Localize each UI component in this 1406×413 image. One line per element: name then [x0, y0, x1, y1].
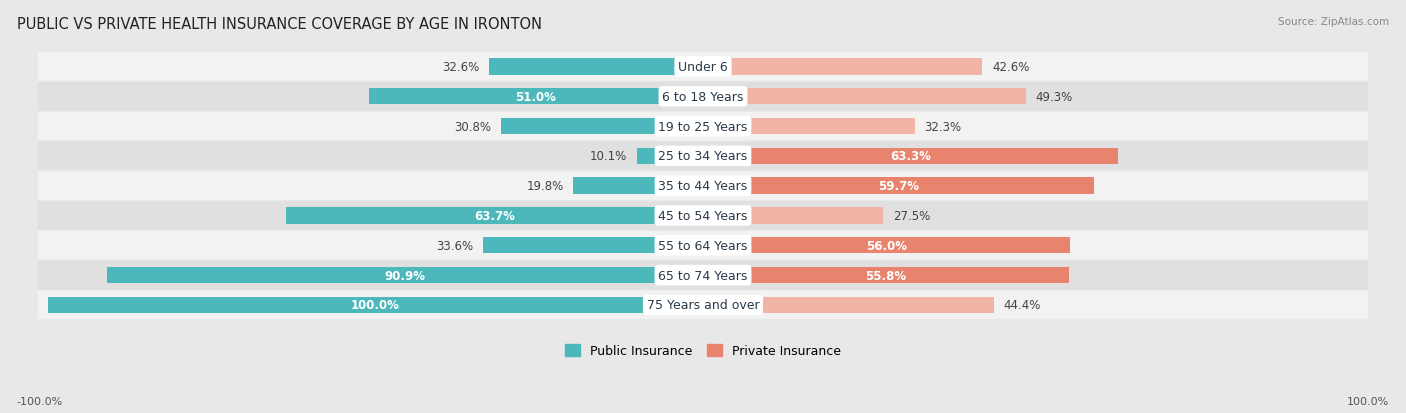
Bar [637, 148, 703, 165]
FancyBboxPatch shape [38, 291, 1368, 319]
Text: 6 to 18 Years: 6 to 18 Years [662, 90, 744, 104]
Text: 63.3%: 63.3% [890, 150, 931, 163]
Text: 44.4%: 44.4% [1004, 299, 1040, 312]
Text: 55.8%: 55.8% [865, 269, 907, 282]
Text: 100.0%: 100.0% [352, 299, 399, 312]
FancyBboxPatch shape [38, 261, 1368, 290]
Text: 35 to 44 Years: 35 to 44 Years [658, 180, 748, 193]
FancyBboxPatch shape [38, 83, 1368, 112]
Bar [703, 237, 1070, 254]
Bar [703, 267, 1069, 284]
Bar [703, 59, 983, 76]
Text: Source: ZipAtlas.com: Source: ZipAtlas.com [1278, 17, 1389, 26]
Text: 25 to 34 Years: 25 to 34 Years [658, 150, 748, 163]
Text: -100.0%: -100.0% [17, 396, 63, 406]
Bar [703, 208, 883, 224]
Bar [501, 119, 703, 135]
Bar [368, 89, 703, 105]
Text: 42.6%: 42.6% [993, 61, 1029, 74]
Bar [703, 148, 1118, 165]
Text: 27.5%: 27.5% [893, 209, 931, 223]
Text: 90.9%: 90.9% [385, 269, 426, 282]
Text: 56.0%: 56.0% [866, 239, 907, 252]
Text: 59.7%: 59.7% [879, 180, 920, 193]
Text: 63.7%: 63.7% [474, 209, 515, 223]
Text: 32.3%: 32.3% [925, 120, 962, 133]
FancyBboxPatch shape [38, 172, 1368, 200]
Bar [703, 119, 915, 135]
Text: 33.6%: 33.6% [436, 239, 472, 252]
Text: 19 to 25 Years: 19 to 25 Years [658, 120, 748, 133]
Text: Under 6: Under 6 [678, 61, 728, 74]
Text: 75 Years and over: 75 Years and over [647, 299, 759, 312]
Bar [574, 178, 703, 195]
Text: 55 to 64 Years: 55 to 64 Years [658, 239, 748, 252]
Text: 19.8%: 19.8% [526, 180, 564, 193]
FancyBboxPatch shape [38, 142, 1368, 171]
Bar [703, 178, 1094, 195]
Text: 51.0%: 51.0% [516, 90, 557, 104]
Bar [285, 208, 703, 224]
Bar [48, 297, 703, 313]
Bar [703, 297, 994, 313]
Bar [107, 267, 703, 284]
Text: 10.1%: 10.1% [589, 150, 627, 163]
Legend: Public Insurance, Private Insurance: Public Insurance, Private Insurance [560, 339, 846, 363]
Bar [489, 59, 703, 76]
Bar [703, 89, 1026, 105]
Text: PUBLIC VS PRIVATE HEALTH INSURANCE COVERAGE BY AGE IN IRONTON: PUBLIC VS PRIVATE HEALTH INSURANCE COVER… [17, 17, 541, 31]
Text: 49.3%: 49.3% [1036, 90, 1073, 104]
Text: 65 to 74 Years: 65 to 74 Years [658, 269, 748, 282]
FancyBboxPatch shape [38, 202, 1368, 230]
Bar [482, 237, 703, 254]
FancyBboxPatch shape [38, 53, 1368, 82]
FancyBboxPatch shape [38, 112, 1368, 141]
FancyBboxPatch shape [38, 231, 1368, 260]
Text: 30.8%: 30.8% [454, 120, 491, 133]
Text: 32.6%: 32.6% [443, 61, 479, 74]
Text: 45 to 54 Years: 45 to 54 Years [658, 209, 748, 223]
Text: 100.0%: 100.0% [1347, 396, 1389, 406]
